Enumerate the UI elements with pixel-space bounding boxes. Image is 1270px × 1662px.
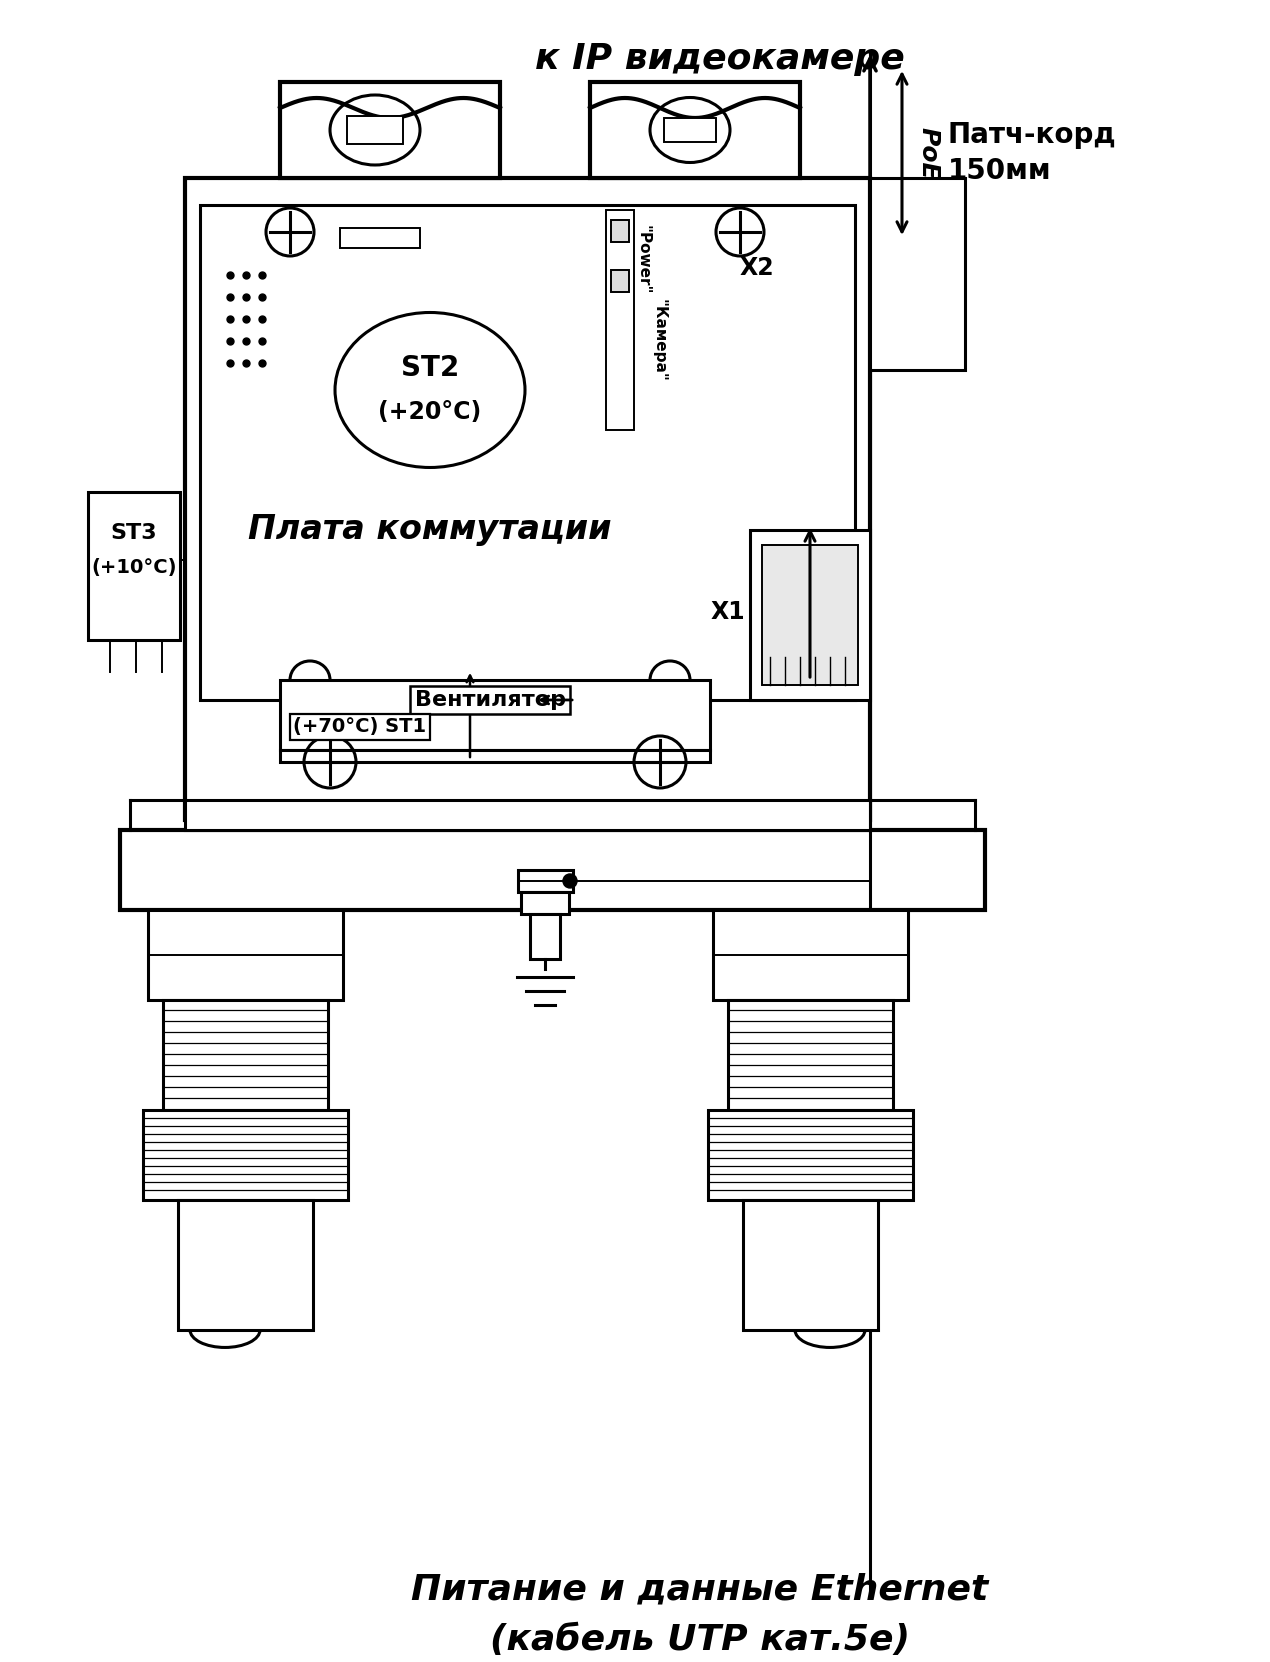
Text: ST2: ST2 [401,354,460,382]
Bar [121,829,986,911]
Bar [521,892,569,914]
Bar [279,81,500,178]
Text: (+70°C) ST1: (+70°C) ST1 [293,718,427,736]
Bar [163,1001,328,1110]
Text: Вентилятор: Вентилятор [414,690,565,710]
Text: X1: X1 [710,600,745,623]
Bar [530,914,560,959]
Bar [185,799,870,829]
Bar [88,492,180,640]
Bar [279,680,710,750]
Text: Питание и данные Ethernet: Питание и данные Ethernet [411,1572,988,1607]
Bar [611,219,629,243]
Text: PoE: PoE [916,126,940,179]
Text: "Камера": "Камера" [652,299,667,381]
Bar [712,911,908,1001]
Bar [751,530,870,700]
Text: (кабель UTP кат.5e): (кабель UTP кат.5e) [490,1622,911,1657]
Bar [199,204,855,700]
Bar [707,1110,913,1200]
Circle shape [563,874,577,888]
Bar [728,1001,893,1110]
Bar [762,545,859,685]
Text: "Power": "Power" [636,226,652,294]
Text: (+20°C): (+20°C) [378,401,481,424]
Bar [664,118,716,141]
Bar [518,869,573,892]
Bar [611,269,629,293]
Bar [347,116,403,145]
Bar [149,911,343,1001]
Text: Патч-корд
150мм: Патч-корд 150мм [947,121,1116,186]
Bar [606,209,634,430]
Text: к IP видеокамере: к IP видеокамере [535,42,904,76]
Bar [185,178,870,819]
Bar [178,1200,312,1330]
Bar [144,1110,348,1200]
Text: ST3: ST3 [110,524,157,543]
Bar [743,1200,878,1330]
Bar [591,81,800,178]
Bar [340,228,420,248]
Text: (+10°C): (+10°C) [91,558,177,577]
Text: X2: X2 [740,256,775,279]
Text: Плата коммутации: Плата коммутации [248,514,612,547]
Bar [279,750,710,761]
Bar [870,178,965,371]
